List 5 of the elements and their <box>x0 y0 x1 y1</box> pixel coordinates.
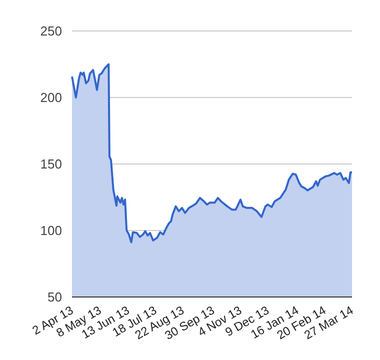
y-tick-label: 250 <box>40 24 62 39</box>
y-tick-label: 200 <box>40 90 62 106</box>
y-tick-label: 100 <box>40 223 62 238</box>
y-tick-label: 50 <box>48 290 62 305</box>
y-tick-label: 150 <box>40 156 62 172</box>
